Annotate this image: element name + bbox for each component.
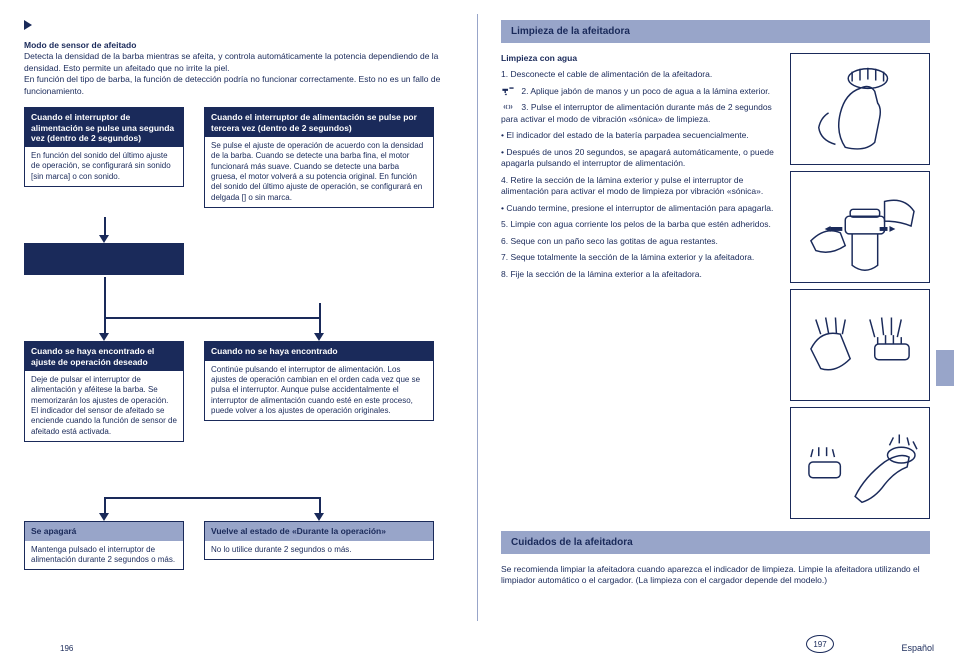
flow-box-1-body: En función del sonido del último ajuste … (25, 147, 183, 186)
illus-apply-soap (790, 53, 930, 165)
step-4: 4. Retire la sección de la lámina exteri… (501, 175, 780, 198)
flow-box-2-body: Se pulse el ajuste de operación de acuer… (205, 137, 433, 207)
cleaning-subtitle: Limpieza con agua (501, 53, 577, 63)
illustration-column (790, 53, 930, 525)
flow-box-5-body: Mantenga pulsado el interruptor de alime… (25, 541, 183, 570)
illus-rinse-water (790, 289, 930, 401)
flow-box-3-header: Cuando se haya encontrado el ajuste de o… (25, 342, 183, 370)
flow-box-3-body: Deje de pulsar el interruptor de aliment… (25, 371, 183, 441)
illus-remove-foil (790, 171, 930, 283)
left-column: Modo de sensor de afeitado Detecta la de… (0, 0, 477, 671)
right-body: Limpieza con agua 1. Desconecte el cable… (501, 53, 930, 525)
arrow-line-1 (104, 217, 106, 237)
step-4a: • Cuando termine, presione el interrupto… (501, 203, 780, 214)
intro-title: Modo de sensor de afeitado (24, 40, 136, 50)
section-header-care: Cuidados de la afeitadora (501, 531, 930, 554)
step-3: 3. Pulse el interruptor de alimentación … (501, 102, 772, 123)
arrow-line-2a (104, 277, 106, 317)
arrow-line-h1 (104, 317, 321, 319)
flow-box-3: Cuando se haya encontrado el ajuste de o… (24, 341, 184, 442)
section-marker-icon (24, 20, 32, 30)
page-number-right: 197 (806, 635, 834, 653)
faucet-icon (501, 86, 515, 96)
arrow-line-2b (319, 303, 321, 317)
flow-box-4: Cuando no se haya encontrado Continúe pu… (204, 341, 434, 421)
side-tab (936, 350, 954, 386)
flow-box-1-header: Cuando el interruptor de alimentación se… (25, 108, 183, 147)
flow-box-6: Vuelve al estado de «Durante la operació… (204, 521, 434, 560)
right-text: Limpieza con agua 1. Desconecte el cable… (501, 53, 780, 525)
arrow-2b-icon (314, 333, 324, 341)
flow-box-4-header: Cuando no se haya encontrado (205, 342, 433, 360)
step-3b: • Después de unos 20 segundos, se apagar… (501, 147, 780, 170)
flow-box-5-header: Se apagará (25, 522, 183, 540)
step-3a: • El indicador del estado de la batería … (501, 130, 780, 141)
flow-box-5: Se apagará Mantenga pulsado el interrupt… (24, 521, 184, 570)
illus-dry-shaver (790, 407, 930, 519)
arrow-2a-icon (99, 333, 109, 341)
flowchart: Cuando el interruptor de alimentación se… (24, 107, 453, 627)
language-label: Español (901, 643, 934, 653)
arrow-3a-icon (99, 513, 109, 521)
page-number-left: 196 (60, 644, 73, 653)
flow-box-6-header: Vuelve al estado de «Durante la operació… (205, 522, 433, 540)
step-8: 8. Fije la sección de la lámina exterior… (501, 269, 780, 280)
flow-box-1: Cuando el interruptor de alimentación se… (24, 107, 184, 187)
flow-box-4-body: Continúe pulsando el interruptor de alim… (205, 361, 433, 421)
step-2: 2. Aplique jabón de manos y un poco de a… (521, 86, 770, 96)
flow-box-1b-header (25, 244, 183, 274)
step-1: 1. Desconecte el cable de alimentación d… (501, 69, 780, 80)
care-body: Se recomienda limpiar la afeitadora cuan… (501, 564, 930, 587)
step-6: 6. Seque con un paño seco las gotitas de… (501, 236, 780, 247)
flow-box-2-header: Cuando el interruptor de alimentación se… (205, 108, 433, 136)
sonic-icon (501, 102, 515, 112)
step-7: 7. Seque totalmente la sección de la lám… (501, 252, 780, 263)
step-5: 5. Limpie con agua corriente los pelos d… (501, 219, 780, 230)
flow-box-2: Cuando el interruptor de alimentación se… (204, 107, 434, 208)
intro-text: Modo de sensor de afeitado Detecta la de… (24, 40, 453, 97)
flow-box-1b (24, 243, 184, 275)
arrow-3b-icon (314, 513, 324, 521)
right-column: Limpieza de la afeitadora Limpieza con a… (477, 0, 954, 671)
arrow-line-h2 (104, 497, 321, 499)
flow-box-6-body: No lo utilice durante 2 segundos o más. (205, 541, 433, 559)
intro-body: Detecta la densidad de la barba mientras… (24, 51, 438, 72)
arrow-1-icon (99, 235, 109, 243)
intro-note: En función del tipo de barba, la función… (24, 74, 440, 95)
section-header-cleaning: Limpieza de la afeitadora (501, 20, 930, 43)
